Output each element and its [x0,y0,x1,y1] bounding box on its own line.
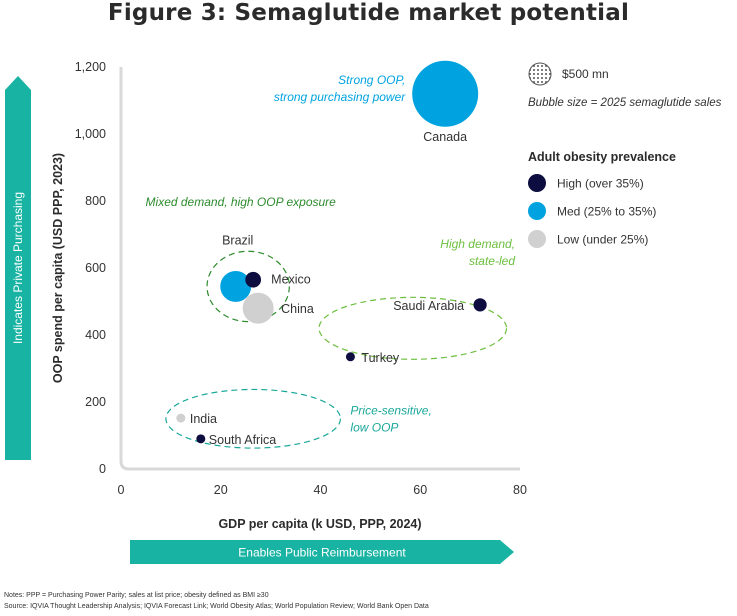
y-tick-label: 600 [85,261,106,275]
annotation-mixed: Mixed demand, high OOP exposure [146,195,337,209]
size-legend-bubble [528,62,552,86]
y-tick-label: 1,000 [75,127,106,141]
mixed-demand-ellipse [206,250,290,323]
annotation-highdemand: state-led [469,254,515,268]
legend-title: Adult obesity prevalence [528,150,676,164]
y-axis-label: OOP spend per capita (USD PPP, 2023) [51,153,65,383]
bubble-brazil [220,270,252,302]
x-tick-label: 20 [214,483,228,497]
bubble-label: Canada [423,130,467,144]
x-arrow [130,540,514,564]
legend-label-high: High (over 35%) [557,177,644,191]
annotation-strong: strong purchasing power [274,90,406,104]
legend-swatch-low [528,230,546,248]
legend-label-med: Med (25% to 35%) [557,205,656,219]
bubble-label: China [281,302,314,316]
size-legend-label: $500 mn [562,67,609,81]
bubble-label: South Africa [209,433,276,447]
x-tick-label: 40 [314,483,328,497]
legend-label-low: Low (under 25%) [557,233,648,247]
bubble-india [176,413,186,423]
x-axis-label: GDP per capita (k USD, PPP, 2024) [218,517,421,531]
y-arrow [5,76,31,460]
legend-swatch-med [528,202,546,220]
y-arrow-label: Indicates Private Purchasing [11,192,25,344]
x-tick-label: 0 [118,483,125,497]
x-tick-label: 80 [513,483,527,497]
bubble-south-africa [196,434,206,444]
axes-frame [119,67,520,471]
bubble-label: Turkey [361,351,399,365]
bubble-label: India [190,412,217,426]
x-arrow-label: Enables Public Reimbursement [238,546,406,560]
y-tick-label: 400 [85,328,106,342]
y-tick-label: 0 [99,462,106,476]
chart-title: Figure 3: Semaglutide market potential [107,0,630,26]
bubble-turkey [345,352,355,362]
notes-line: Notes: PPP = Purchasing Power Parity; sa… [4,592,269,599]
bubble-size-note: Bubble size = 2025 semaglutide sales [528,97,722,109]
bubble-china [242,292,274,324]
price-sensitive-ellipse [165,388,342,449]
bubble-label: Saudi Arabia [393,299,464,313]
bubble-label: Brazil [222,233,253,247]
bubble-saudi-arabia [473,298,487,312]
annotation-price: low OOP [350,421,398,435]
y-tick-label: 800 [85,194,106,208]
annotation-strong: Strong OOP, [338,73,405,87]
bubble-canada [412,60,479,127]
bubble-label: Mexico [271,273,311,287]
y-tick-label: 1,200 [75,60,106,74]
annotation-highdemand: High demand, [440,237,515,251]
high-demand-ellipse [318,296,508,360]
bubble-mexico [245,271,262,288]
legend-swatch-high [528,174,546,192]
y-tick-label: 200 [85,395,106,409]
annotation-price: Price-sensitive, [350,404,431,418]
x-tick-label: 60 [413,483,427,497]
source-line: Source: IQVIA Thought Leadership Analysi… [4,603,429,610]
